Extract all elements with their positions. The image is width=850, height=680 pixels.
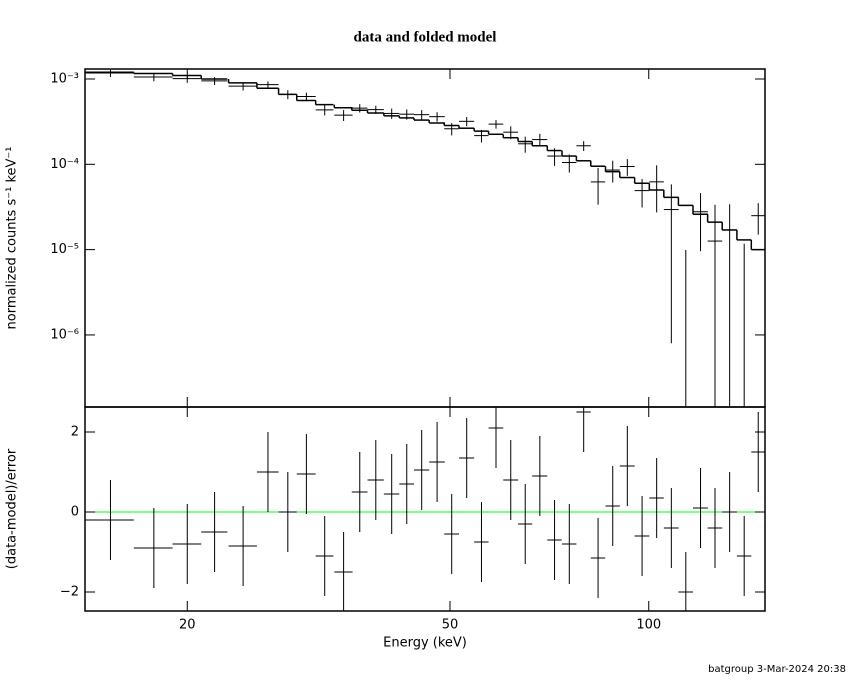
axes: 10⁻³ 10⁻⁴ 10⁻⁵ 10⁻⁶ −2 0 2 20 50 100 (50, 68, 766, 633)
y-tick-label: 10⁻³ (50, 72, 79, 87)
y-tick-label: −2 (60, 585, 79, 600)
y-axis-label: (data-model)/error (5, 448, 20, 569)
x-tick-label: 50 (442, 618, 459, 633)
x-tick-label: 100 (636, 618, 661, 633)
x-tick-label: 20 (179, 618, 196, 633)
y-tick-label: 2 (71, 425, 79, 440)
y-tick-label: 10⁻⁴ (50, 157, 79, 172)
y-tick-label: 10⁻⁵ (50, 242, 79, 257)
y-axis-label: normalized counts s⁻¹ keV⁻¹ (5, 147, 20, 330)
y-tick-label: 0 (71, 505, 79, 520)
x-axis-label: Energy (keV) (383, 636, 467, 651)
chart-title: data and folded model (354, 29, 497, 45)
plot-frame (84, 406, 766, 612)
y-tick-label: 10⁻⁶ (50, 327, 79, 342)
panel-top (85, 69, 765, 407)
panel-bottom (85, 407, 765, 611)
footer: batgroup 3-Mar-2024 20:38 (708, 664, 846, 675)
